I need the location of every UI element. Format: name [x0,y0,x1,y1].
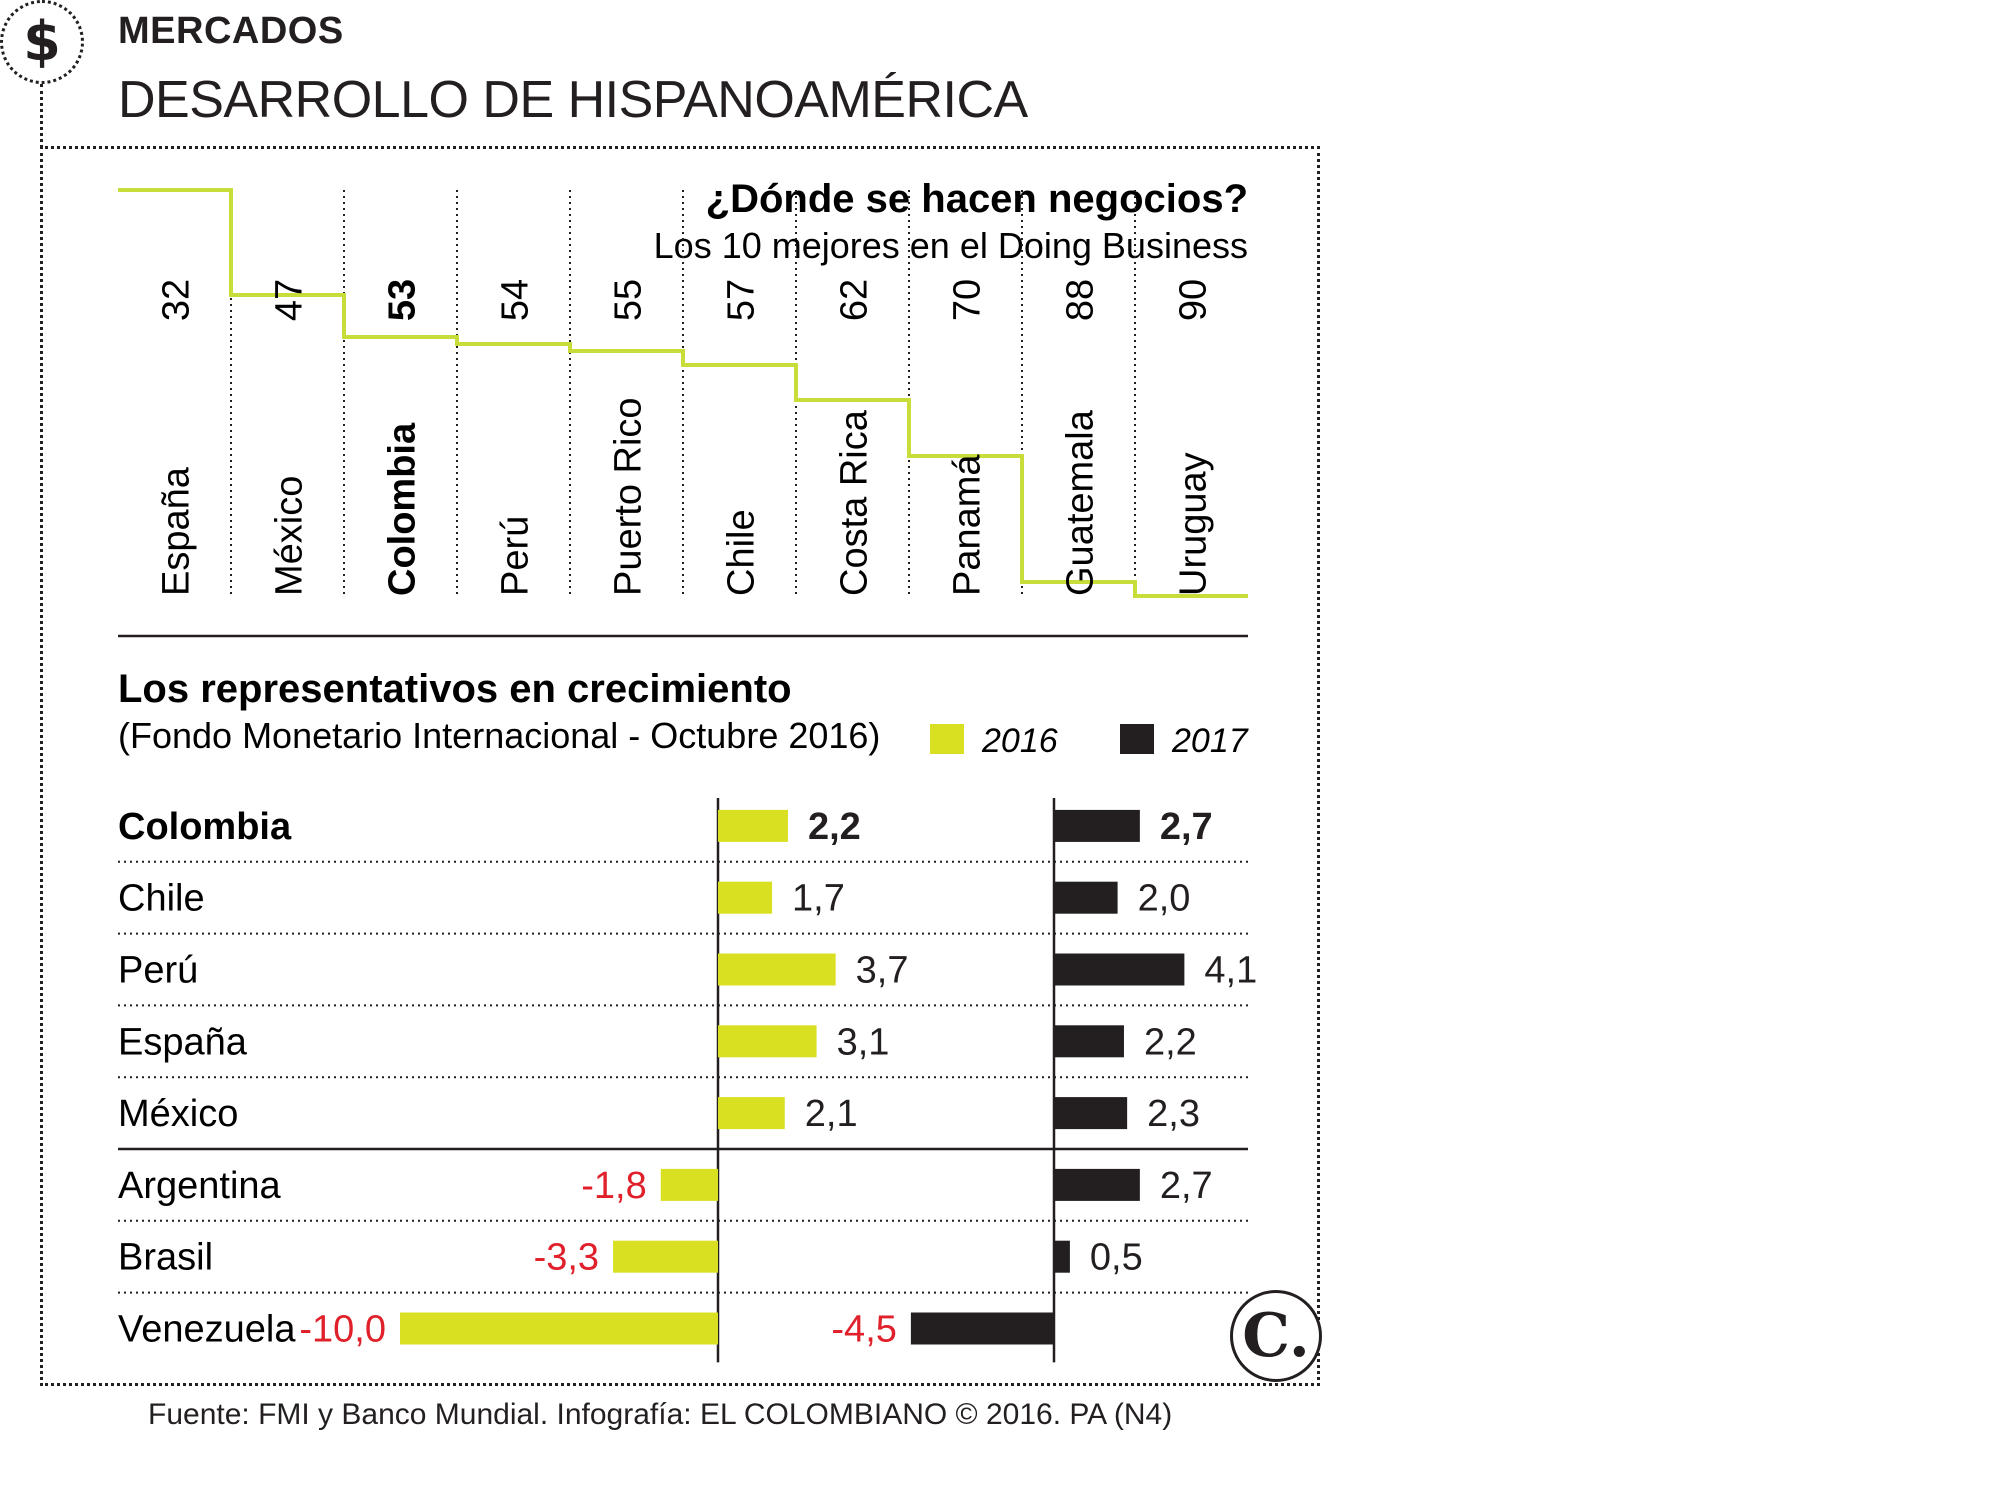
data-label-2017: 2,3 [1147,1093,1200,1135]
ranking-subtitle: Los 10 mejores en el Doing Business [654,225,1248,266]
bar-2016 [613,1241,718,1273]
legend: 2016 2017 [930,722,1249,760]
infographic-charts: ¿Dónde se hacen negocios? Los 10 mejores… [0,0,2000,1504]
ranking-value-label: 54 [495,279,537,321]
data-label-2016: -3,3 [534,1237,599,1279]
bar-2017 [1054,810,1140,842]
growth-title: Los representativos en crecimiento [118,667,792,711]
ranking-country-label: Guatemala [1060,409,1102,596]
growth-country-label: Argentina [118,1165,282,1207]
ranking-country-label: España [156,466,198,596]
data-label-2017: 2,2 [1144,1021,1197,1063]
source-note: Fuente: FMI y Banco Mundial. Infografía:… [148,1398,1172,1432]
bar-2016 [718,1097,785,1129]
data-label-2017: 2,0 [1138,878,1191,920]
bar-2016 [718,810,788,842]
ranking-country-label: Uruguay [1173,452,1215,596]
data-label-2016: 3,7 [856,950,909,992]
legend-label-2017: 2017 [1171,722,1249,760]
ranking-value-label: 62 [834,279,876,321]
ranking-value-label: 57 [721,279,763,321]
growth-subtitle: (Fondo Monetario Internacional - Octubre… [118,715,880,756]
ranking-value-label: 70 [947,279,989,321]
logo-glyph: C. [1242,1306,1310,1366]
bar-2016 [661,1169,718,1201]
growth-country-label: Brasil [118,1237,213,1279]
bar-2017 [1054,954,1184,986]
bar-2016 [400,1313,718,1345]
data-label-2016: -10,0 [299,1309,386,1351]
data-label-2016: -1,8 [581,1165,646,1207]
ranking-step-chart: ¿Dónde se hacen negocios? Los 10 mejores… [118,177,1248,636]
legend-swatch-2016 [930,724,964,754]
ranking-country-label: Chile [721,509,763,596]
ranking-country-label: Costa Rica [834,409,876,596]
ranking-country-label: Colombia [382,422,424,596]
ranking-value-label: 88 [1060,279,1102,321]
bar-2017 [1054,1169,1140,1201]
ranking-country-label: Panamá [947,454,989,596]
data-label-2017: -4,5 [831,1309,896,1351]
ranking-country-label: México [269,476,311,596]
ranking-value-label: 32 [156,279,198,321]
data-label-2016: 3,1 [837,1021,890,1063]
data-label-2017: 2,7 [1160,806,1213,848]
data-label-2016: 2,1 [805,1093,858,1135]
legend-swatch-2017 [1120,724,1154,754]
growth-country-label: Perú [118,950,198,992]
bar-2017 [1054,882,1118,914]
growth-country-label: Venezuela [118,1309,296,1351]
legend-label-2016: 2016 [981,722,1058,760]
bar-2016 [718,954,836,986]
bar-2017 [1054,1241,1070,1273]
bar-2016 [718,1025,817,1057]
ranking-country-label: Perú [495,516,537,596]
data-label-2017: 2,7 [1160,1165,1213,1207]
bar-2016 [718,882,772,914]
ranking-country-label: Puerto Rico [608,397,650,596]
growth-country-label: España [118,1021,248,1063]
data-label-2016: 2,2 [808,806,861,848]
ranking-value-label: 53 [382,279,424,321]
data-label-2017: 4,1 [1204,950,1257,992]
growth-country-label: México [118,1093,238,1135]
growth-country-label: Colombia [118,806,292,848]
bar-2017 [911,1313,1054,1345]
ranking-title: ¿Dónde se hacen negocios? [706,177,1248,221]
bar-2017 [1054,1025,1124,1057]
growth-bar-chart: Los representativos en crecimiento (Fond… [118,667,1257,1362]
data-label-2016: 1,7 [792,878,845,920]
ranking-value-label: 90 [1173,279,1215,321]
growth-country-label: Chile [118,878,205,920]
ranking-value-label: 55 [608,279,650,321]
bar-2017 [1054,1097,1127,1129]
data-label-2017: 0,5 [1090,1237,1143,1279]
ranking-value-label: 47 [269,279,311,321]
el-colombiano-logo: C. [1230,1290,1322,1382]
